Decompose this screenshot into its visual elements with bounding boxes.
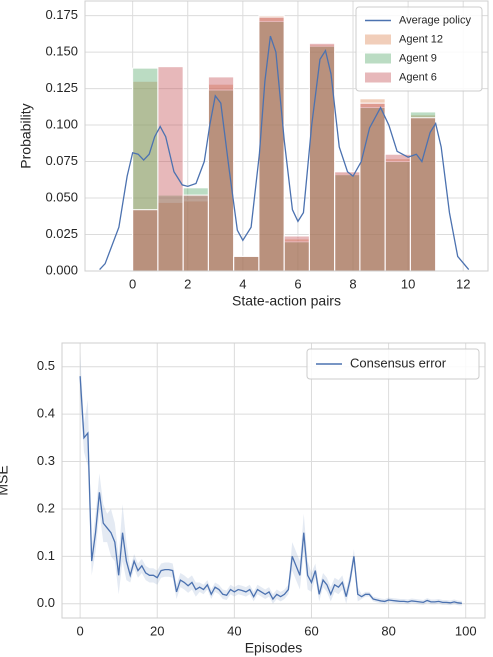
y-tick-label: 0.025	[45, 226, 78, 241]
y-tick-label: 0.3	[37, 453, 55, 468]
y-tick-label: 0.5	[37, 358, 55, 373]
x-tick-label: 100	[455, 623, 477, 638]
x-tick-label: 6	[294, 276, 301, 291]
y-tick-label: 0.175	[45, 7, 78, 22]
bar	[233, 255, 260, 271]
bar	[359, 98, 386, 271]
legend-label: Agent 6	[399, 71, 437, 83]
y-axis-label: Probability	[18, 103, 34, 168]
x-tick-label: 4	[239, 276, 246, 291]
y-tick-label: 0.000	[45, 262, 78, 277]
x-tick-label: 60	[304, 623, 318, 638]
y-tick-label: 0.125	[45, 80, 78, 95]
y-tick-label: 0.1	[37, 548, 55, 563]
legend-label: Agent 12	[399, 33, 443, 45]
bar	[384, 161, 411, 271]
x-axis-label: State-action pairs	[232, 293, 341, 309]
bar	[384, 153, 411, 271]
bar	[258, 16, 285, 271]
legend-label: Agent 9	[399, 52, 437, 64]
bar	[308, 45, 336, 271]
line	[99, 35, 470, 270]
x-tick-label: 12	[456, 276, 470, 291]
bar	[409, 111, 437, 271]
line	[79, 376, 462, 604]
x-tick-label: 2	[184, 276, 191, 291]
legend-label: Average policy	[399, 14, 471, 26]
x-tick-label: 20	[150, 623, 164, 638]
axes-frame	[61, 342, 486, 619]
legend-box	[306, 348, 480, 380]
x-tick-label: 8	[349, 276, 356, 291]
bar	[334, 172, 361, 271]
x-tick-label: 80	[381, 623, 395, 638]
y-tick-label: 0.4	[37, 406, 55, 421]
x-tick-label: 40	[227, 623, 241, 638]
legend-label: Consensus error	[350, 355, 447, 370]
y-axis-label: MSE	[0, 465, 11, 495]
bar	[334, 171, 361, 271]
legend-box	[355, 6, 483, 92]
bar	[182, 187, 209, 271]
x-tick-label: 10	[401, 276, 415, 291]
y-tick-label: 0.2	[37, 500, 55, 515]
y-tick-label: 0.150	[45, 44, 78, 59]
axes-frame	[84, 0, 489, 272]
bar	[283, 235, 310, 271]
bar	[132, 209, 159, 271]
y-tick-label: 0.100	[45, 116, 78, 131]
y-tick-label: 0.075	[45, 153, 78, 168]
bar	[359, 107, 386, 271]
bar	[359, 102, 386, 271]
legend-swatch	[365, 34, 391, 45]
y-tick-label: 0.050	[45, 189, 78, 204]
bar	[409, 117, 437, 271]
bar	[132, 67, 159, 271]
bar	[409, 114, 437, 271]
x-tick-label: 0	[129, 276, 136, 291]
x-axis-label: Episodes	[245, 640, 303, 656]
bar	[182, 194, 209, 271]
plot-area	[85, 1, 488, 271]
y-tick-label: 0.0	[37, 595, 55, 610]
legend-swatch	[365, 72, 391, 83]
plot-area	[62, 343, 485, 618]
bar	[308, 42, 336, 271]
error-band	[80, 352, 462, 606]
x-tick-label: 0	[77, 623, 84, 638]
bar	[157, 66, 184, 271]
bar	[334, 174, 361, 271]
legend-swatch	[365, 53, 391, 64]
